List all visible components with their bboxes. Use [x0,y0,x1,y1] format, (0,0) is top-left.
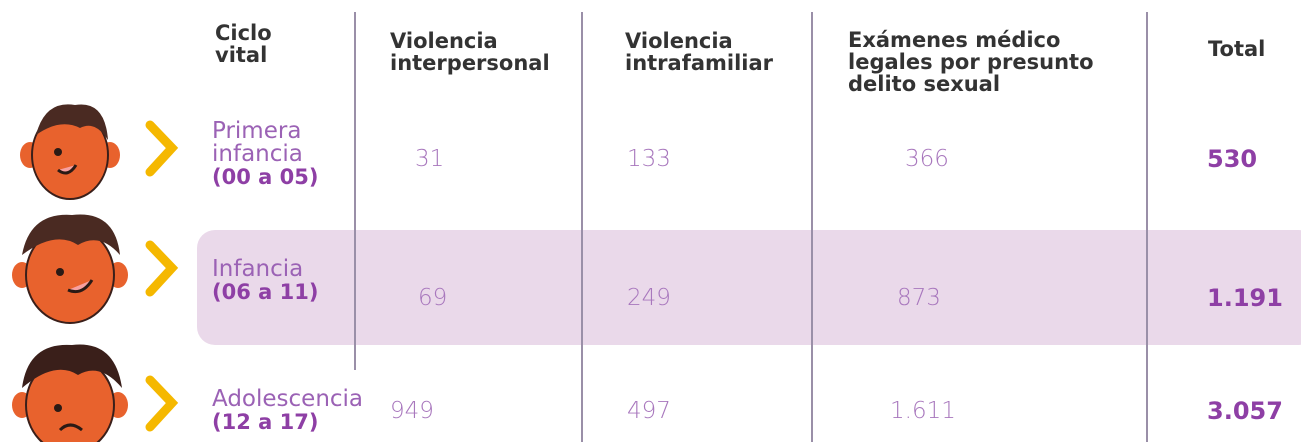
row-label: Primera infancia (00 a 05) [212,120,342,189]
cell-value: 1.611 [890,398,956,424]
face [12,214,179,324]
cell-value: 69 [418,285,448,311]
row-label: Infancia (06 a 11) [212,258,392,304]
header: Ciclo vital [215,21,272,67]
row-range: (12 a 17) [212,410,319,434]
row-range: (06 a 11) [212,280,319,304]
cell-value: 497 [627,398,671,424]
cell-total: 3.057 [1207,397,1283,425]
header: Total [1208,37,1266,61]
row-label: Adolescencia (12 a 17) [212,388,392,434]
face [20,104,179,200]
row-name: Primera infancia [212,118,303,167]
cell-total: 530 [1207,145,1258,173]
divider [354,12,356,370]
cell-value: 31 [415,146,445,172]
cell-value: 133 [627,146,671,172]
cell-value: 249 [627,285,671,311]
header: Exámenes médico legales por presunto del… [848,28,1094,96]
divider [1146,12,1148,442]
face [12,344,179,442]
row-highlight [197,230,1301,345]
divider [811,12,813,442]
faces [12,104,179,442]
cell-value: 873 [897,285,941,311]
divider [581,12,583,442]
row-name: Adolescencia [212,386,364,412]
cell-value: 949 [390,398,434,424]
cell-value: 366 [905,146,949,172]
header: Violencia interpersonal [390,29,550,75]
header: Violencia intrafamiliar [625,29,774,75]
row-range: (00 a 05) [212,165,319,189]
cell-total: 1.191 [1207,284,1283,312]
row-name: Infancia [212,256,304,282]
